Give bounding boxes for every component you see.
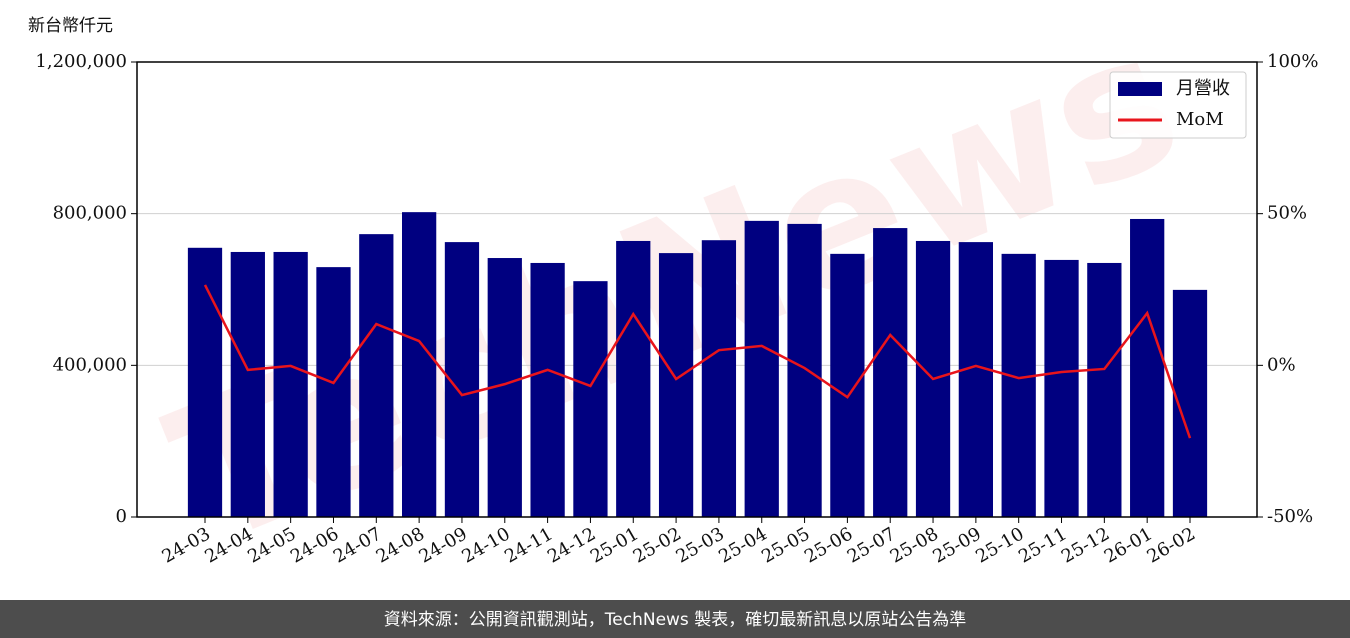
x-tick-label: 25-12 xyxy=(1058,523,1113,567)
bar xyxy=(1130,218,1165,517)
bar xyxy=(787,223,822,517)
bar xyxy=(701,240,737,518)
x-tick-label: 25-11 xyxy=(1015,523,1070,567)
plot-frame xyxy=(136,61,1258,518)
y2-tick-label: -50% xyxy=(1267,506,1313,527)
y-tick-label: 1,200,000 xyxy=(35,51,127,72)
x-tick-label: 25-08 xyxy=(887,523,942,567)
bar xyxy=(573,281,608,517)
bar xyxy=(187,247,223,517)
bar xyxy=(230,251,265,517)
x-tick-label: 24-09 xyxy=(416,523,471,567)
x-tick-label: 25-04 xyxy=(715,523,770,567)
bar xyxy=(359,234,394,517)
legend-label: 月營收 xyxy=(1176,78,1230,99)
x-tick-label: 25-03 xyxy=(672,523,727,567)
y-tick-label: 400,000 xyxy=(53,354,127,375)
y-axis-label: 新台幣仟元 xyxy=(28,16,113,36)
x-tick-label: 25-07 xyxy=(844,523,899,567)
y2-tick-label: 100% xyxy=(1267,51,1318,72)
x-tick-label: 24-03 xyxy=(159,523,214,567)
footer-band xyxy=(0,600,1350,638)
bar xyxy=(402,212,437,517)
bar xyxy=(830,253,865,517)
x-tick-label: 24-11 xyxy=(501,523,556,567)
bar xyxy=(273,251,308,517)
bar xyxy=(530,262,565,517)
footer: 資料來源：公開資訊觀測站，TechNews 製表，確切最新訊息以原站公告為準 xyxy=(384,610,966,630)
x-tick-label: 25-10 xyxy=(972,523,1027,567)
bar xyxy=(1001,253,1036,517)
x-tick-label: 24-10 xyxy=(458,523,513,567)
x-tick-label: 24-12 xyxy=(544,523,599,567)
legend-swatch xyxy=(1118,82,1162,96)
x-tick-label: 26-02 xyxy=(1144,523,1199,567)
bar xyxy=(873,228,908,517)
bar xyxy=(1087,262,1122,517)
line xyxy=(203,284,1192,439)
bar xyxy=(1044,259,1079,517)
bar xyxy=(658,253,694,517)
y-tick-label: 0 xyxy=(116,506,127,527)
x-tick-label: 24-08 xyxy=(373,523,428,567)
y-tick-label: 800,000 xyxy=(53,203,127,224)
bar xyxy=(316,267,351,517)
bar xyxy=(616,240,651,517)
x-tick-label: 25-05 xyxy=(758,523,813,567)
x-tick-label: 26-01 xyxy=(1101,523,1156,567)
y2-tick-label: 0% xyxy=(1267,354,1296,375)
x-tick-label: 25-09 xyxy=(929,523,984,567)
x-tick-label: 25-02 xyxy=(630,523,685,567)
legend-label: MoM xyxy=(1176,109,1224,130)
x-tick-label: 25-01 xyxy=(587,523,642,567)
bar xyxy=(744,220,779,517)
y2-tick-label: 50% xyxy=(1267,203,1307,224)
x-tick-label: 25-06 xyxy=(801,523,856,567)
bar xyxy=(958,242,993,517)
